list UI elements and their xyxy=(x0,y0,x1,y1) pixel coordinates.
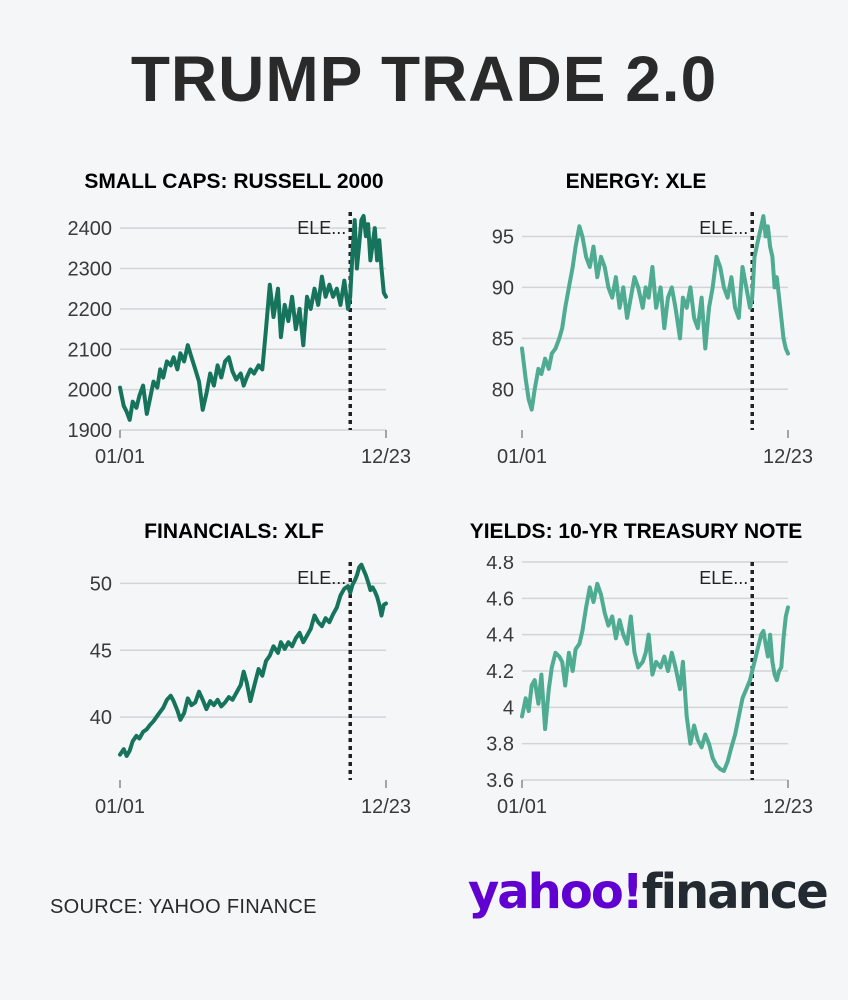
y-tick-label: 4.4 xyxy=(486,625,514,647)
y-tick-label: 4.6 xyxy=(486,588,514,610)
election-label: ELE... xyxy=(297,568,346,588)
chart-financials: 40 45 50 01/01 12/23 ELE... xyxy=(90,562,411,818)
y-tick-label: 50 xyxy=(90,573,112,595)
y-tick-label: 40 xyxy=(90,707,112,729)
x-tick-label: 12/23 xyxy=(361,446,411,468)
election-label: ELE... xyxy=(699,218,748,238)
chart-panel-yields: YIELDS: 10-YR TREASURY NOTE 3.6 3.8 4 4.2 4.… xyxy=(436,520,836,840)
chart-title: ENERGY: XLE xyxy=(565,170,707,193)
chart-panel-energy: ENERGY: XLE 80 85 90 95 01/01 12/23 ELE... xyxy=(436,170,836,490)
yahoo-finance-logo: yahoo!finance xyxy=(468,868,829,916)
y-tick-label: 3.8 xyxy=(486,734,514,756)
chart-panel-financials: FINANCIALS: XLF 40 45 50 01/01 12/23 ELE... xyxy=(34,520,434,840)
chart-title: YIELDS: 10-YR TREASURY NOTE xyxy=(469,520,803,543)
chart-yields: 3.6 3.8 4 4.2 4.4 4.6 4.8 01/01 12/23 ELE... xyxy=(486,556,813,818)
series-line xyxy=(520,214,790,412)
logo-yahoo: yahoo! xyxy=(468,864,644,920)
chart-small-caps: 1900 2000 2100 2200 2300 2400 01/01 12/23 ELE... xyxy=(68,212,411,468)
y-tick-label: 4.2 xyxy=(486,661,514,683)
source-label: SOURCE: YAHOO FINANCE xyxy=(50,896,317,918)
y-tick-label: 2300 xyxy=(68,259,113,281)
chart-panel-small-caps: SMALL CAPS: RUSSELL 2000 1900 2000 2100 220… xyxy=(34,170,434,490)
y-tick-label: 90 xyxy=(492,277,514,299)
y-tick-label: 1900 xyxy=(68,420,113,442)
series-line xyxy=(118,214,388,422)
x-tick-label: 01/01 xyxy=(497,446,547,468)
chart-title: SMALL CAPS: RUSSELL 2000 xyxy=(84,170,384,193)
x-tick-label: 12/23 xyxy=(763,796,813,818)
y-tick-label: 85 xyxy=(492,328,514,350)
x-tick-label: 01/01 xyxy=(95,446,145,468)
chart-energy: 80 85 90 95 01/01 12/23 ELE... xyxy=(492,212,813,468)
y-tick-label: 80 xyxy=(492,379,514,401)
page-title: TRUMP TRADE 2.0 xyxy=(130,43,718,115)
y-tick-label: 4 xyxy=(503,697,514,719)
x-tick-label: 12/23 xyxy=(361,796,411,818)
y-tick-label: 3.6 xyxy=(486,770,514,792)
logo-finance: finance xyxy=(641,864,829,920)
y-tick-label: 2400 xyxy=(68,218,113,240)
x-tick-label: 12/23 xyxy=(763,446,813,468)
election-label: ELE... xyxy=(297,218,346,238)
x-tick-label: 01/01 xyxy=(497,796,547,818)
chart-title: FINANCIALS: XLF xyxy=(144,520,324,543)
y-tick-label: 2200 xyxy=(68,299,113,321)
y-tick-label: 2100 xyxy=(68,339,113,361)
y-tick-label: 45 xyxy=(90,640,112,662)
series-line xyxy=(520,581,790,773)
election-label: ELE... xyxy=(699,568,748,588)
y-tick-label: 2000 xyxy=(68,380,113,402)
y-tick-label: 95 xyxy=(492,226,514,248)
y-tick-label: 4.8 xyxy=(486,556,514,574)
series-line xyxy=(118,562,388,758)
x-tick-label: 01/01 xyxy=(95,796,145,818)
